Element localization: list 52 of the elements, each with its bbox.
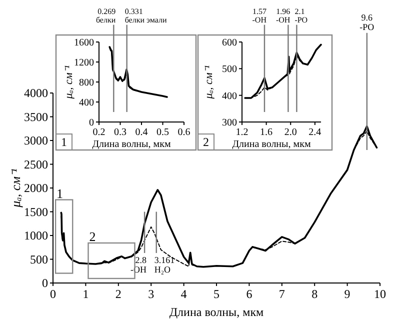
y-tick-label: 600 <box>222 38 237 48</box>
y-axis-title: μₐ, см⁻¹ <box>203 65 215 100</box>
x-tick-label: 0.4 <box>135 127 148 138</box>
y-tick-label: 1000 <box>24 228 48 243</box>
x-tick-label: 9 <box>344 287 350 301</box>
x-tick-label: 0.3 <box>114 127 126 138</box>
annotation: 1 <box>56 186 64 201</box>
ref-line-label: 1.96 -OH <box>276 6 290 24</box>
x-tick-label: 1.6 <box>260 127 273 138</box>
y-tick-label: 0 <box>42 276 48 290</box>
y-tick-label: 800 <box>79 78 94 88</box>
y-tick-label: 500 <box>30 252 48 266</box>
annotation: 2 <box>89 228 96 244</box>
y-axis-title: μₐ, см⁻¹ <box>63 65 75 100</box>
x-axis-title: Длина волны, мкм <box>92 139 172 150</box>
y-tick-label: 1500 <box>24 204 48 219</box>
ref-line-label: 3.161 H₂O <box>154 255 175 274</box>
x-tick-label: 7 <box>278 287 285 301</box>
y-tick-label: 2000 <box>24 181 48 196</box>
x-tick-label: 1.2 <box>236 127 248 138</box>
x-tick-label: 0.6 <box>178 127 190 138</box>
x-tick-label: 8 <box>312 287 318 301</box>
ref-line-label: 2.1 -PO <box>294 6 308 24</box>
ref-line-label: 0.269 белки <box>96 6 116 24</box>
x-tick-label: 0.2 <box>92 127 106 138</box>
y-tick-label: 3000 <box>24 134 48 148</box>
x-tick-label: 2.0 <box>284 127 297 138</box>
ref-line-label: 9.6 -PO <box>360 12 375 32</box>
y-tick-label: 1600 <box>74 38 94 48</box>
x-tick-label: 2 <box>115 287 122 301</box>
y-tick-label: 3500 <box>24 110 48 124</box>
y-tick-label: 400 <box>222 90 237 102</box>
x-tick-label: 5 <box>214 287 220 301</box>
y-tick-label: 300 <box>222 118 237 128</box>
y-tick-label: 1200 <box>74 58 94 68</box>
y-tick-label: 0 <box>89 118 94 128</box>
x-tick-label: 10 <box>374 287 386 301</box>
x-tick-label: 0.5 <box>156 127 169 138</box>
y-tick-label: 400 <box>79 98 94 108</box>
y-tick-label: 2500 <box>24 157 48 172</box>
x-tick-label: 6 <box>246 287 252 301</box>
x-tick-label: 3 <box>148 287 154 301</box>
ref-line-label: 0.331 белки эмали <box>124 6 168 24</box>
x-tick-label: 4 <box>180 287 187 301</box>
y-tick-label: 4000 <box>24 86 48 100</box>
x-axis-title: Длина волны, мкм <box>232 139 312 150</box>
x-axis-title: Длина волны, мкм <box>169 305 264 319</box>
y-tick-label: 500 <box>222 64 237 76</box>
y-axis-title: μₐ, см⁻¹ <box>8 168 23 208</box>
ref-line-label: 1.57 -OH <box>252 6 267 24</box>
x-tick-label: 1 <box>82 287 89 301</box>
x-tick-label: 2.4 <box>308 127 322 138</box>
